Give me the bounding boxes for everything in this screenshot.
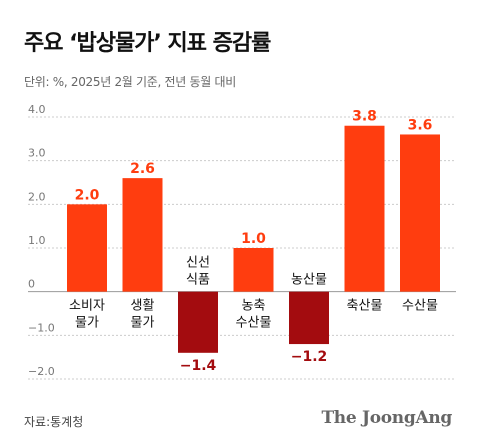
y-tick-label: −1.0 (28, 321, 55, 334)
value-label: −1.2 (291, 349, 328, 365)
y-tick-label: 1.0 (28, 234, 46, 247)
value-label: −1.4 (180, 358, 217, 374)
category-label-line: 생활 (131, 299, 155, 314)
category-label: 축산물 (347, 299, 383, 314)
y-tick-label: 4.0 (28, 103, 46, 116)
category-label-line: 소비자 (69, 299, 105, 314)
y-tick-label: 0 (28, 278, 35, 291)
bar (67, 204, 107, 292)
y-axis-ticks: 4.0 3.0 2.0 1.0 0 −1.0 −2.0 (28, 103, 55, 378)
category-label-line: 농산물 (291, 273, 327, 288)
value-label: 2.0 (75, 187, 100, 203)
category-label-line: 농축 (242, 299, 266, 314)
category-label-line: 물가 (131, 316, 155, 331)
value-labels: 2.0 2.6 −1.4 1.0 −1.2 3.8 3.6 (75, 109, 433, 374)
category-label-line: 수산물 (236, 316, 272, 331)
chart-subtitle: 단위: %, 2025년 2월 기준, 전년 동월 대비 (24, 75, 237, 89)
bar (178, 291, 218, 353)
bar (400, 134, 440, 292)
value-label: 2.6 (130, 161, 155, 177)
category-label: 농산물 (291, 273, 327, 288)
value-label: 3.8 (352, 109, 377, 125)
source-note: 자료:통계청 (24, 415, 84, 429)
chart-title: 주요 ‘밥상물가’ 지표 증감률 (24, 31, 271, 56)
category-label-line: 신선 (186, 256, 210, 271)
category-label-line: 물가 (75, 316, 99, 331)
bars (67, 125, 440, 353)
brand-logo: The JoongAng (321, 408, 452, 428)
category-label-line: 식품 (186, 273, 210, 288)
y-tick-label: 2.0 (28, 190, 46, 203)
value-label: 1.0 (241, 231, 266, 247)
bar (122, 178, 163, 292)
category-label: 수산물 (402, 299, 438, 314)
category-label-line: 축산물 (347, 299, 383, 314)
value-label: 3.6 (408, 117, 433, 133)
bar (344, 125, 385, 292)
bar (233, 248, 274, 292)
category-label-line: 수산물 (402, 299, 438, 314)
y-tick-label: 3.0 (28, 147, 46, 160)
bar (289, 291, 329, 345)
y-tick-label: −2.0 (28, 365, 55, 378)
